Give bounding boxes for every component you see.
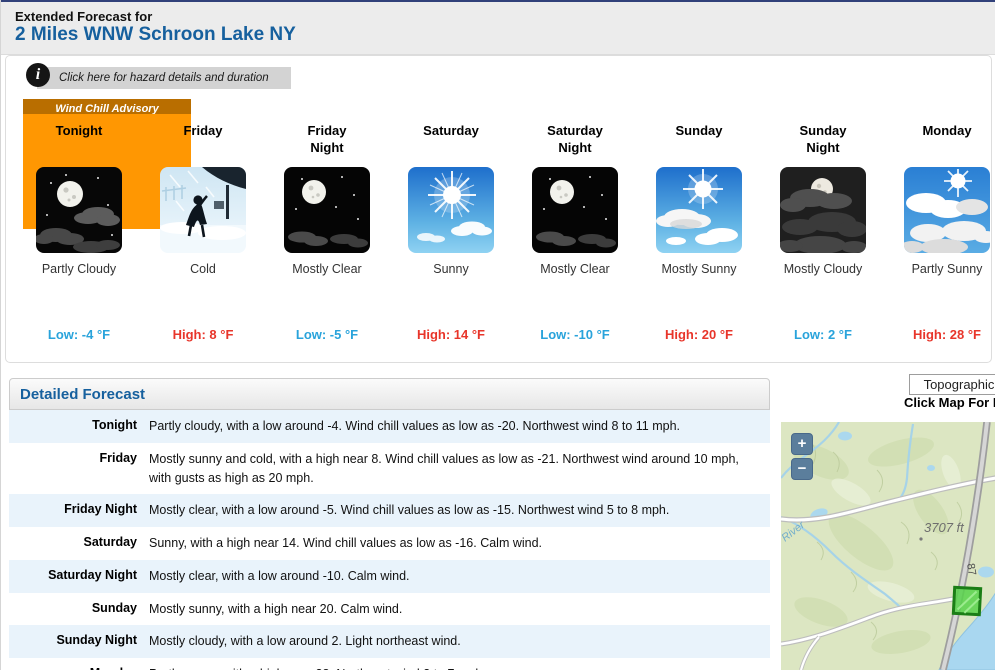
forecast-location-map[interactable]: 3707 ft 87 River + − [781, 422, 995, 670]
detailed-row: Tonight Partly cloudy, with a low around… [9, 410, 770, 443]
forecast-location-title: 2 Miles WNW Schroon Lake NY [15, 24, 296, 45]
condition-label: Partly Sunny [911, 262, 983, 276]
mostly-sunny-icon [656, 167, 742, 253]
period-label: Monday [922, 123, 972, 138]
detailed-forecast-title: Detailed Forecast [20, 386, 146, 403]
period-label: Sunday Night [799, 123, 847, 155]
period-label: Sunday [675, 123, 723, 138]
temperature-label: High: 8 °F [172, 327, 234, 342]
detailed-period: Monday [9, 658, 149, 670]
detailed-text: Sunny, with a high near 14. Wind chill v… [149, 536, 543, 550]
map-roads [781, 475, 995, 670]
top-accent-bar [1, 0, 995, 2]
detailed-row: Friday Night Mostly clear, with a low ar… [9, 494, 770, 527]
condition-label: Mostly Sunny [661, 262, 737, 276]
topographic-map[interactable]: 3707 ft 87 River [781, 422, 995, 670]
advisory-label[interactable]: Wind Chill Advisory [55, 103, 159, 115]
elevation-label: 3707 ft [924, 520, 965, 535]
detailed-forecast-header: Detailed Forecast [9, 378, 770, 410]
map-layer-select[interactable]: Topographic [909, 374, 995, 395]
wind-chill-advisory-link[interactable]: Wind Chill Advisory [23, 99, 191, 115]
detailed-period: Sunday Night [56, 633, 137, 648]
page-title-bar: Extended Forecast for 2 Miles WNW Schroo… [1, 2, 995, 55]
detailed-period: Saturday Night [48, 567, 137, 582]
forecast-column: Sunday Mostly Sunny High: 20 °F [637, 116, 761, 356]
forecast-column: Friday Night Mostly Clear Low: -5 °F [265, 116, 389, 356]
temperature-label: High: 14 °F [416, 327, 486, 342]
hazard-details-link[interactable]: Click here for hazard details and durati… [37, 67, 291, 89]
night-mostly-clear-icon [532, 167, 618, 253]
condition-label: Cold [190, 262, 216, 276]
detailed-row: Friday Mostly sunny and cold, with a hig… [9, 443, 770, 495]
detailed-text: Partly cloudy, with a low around -4. Win… [149, 419, 681, 433]
map-caption: Click Map For Forecast [904, 395, 995, 410]
temperature-label: High: 28 °F [912, 327, 982, 342]
detailed-text: Mostly clear, with a low around -5. Wind… [149, 503, 670, 518]
detailed-forecast-table: Tonight Partly cloudy, with a low around… [9, 410, 770, 670]
forecast-column: Sunday Night Mostly Cloudy Low: 2 °F [761, 116, 885, 356]
temperature-label: Low: -5 °F [295, 327, 359, 342]
partly-sunny-icon [904, 167, 990, 253]
temperature-label: Low: 2 °F [794, 327, 852, 342]
detailed-period: Sunday [91, 600, 137, 615]
forecast-area-marker[interactable] [951, 585, 983, 617]
forecast-column: Tonight Partly Cloudy Low: -4 °F [17, 116, 141, 356]
condition-label: Sunny [433, 262, 469, 276]
detailed-text: Mostly cloudy, with a low around 2. Ligh… [149, 634, 461, 649]
period-label: Friday [183, 123, 223, 138]
period-label: Saturday [423, 123, 479, 138]
cold-blowing-snow-icon [160, 167, 246, 253]
detailed-period: Tonight [92, 418, 137, 432]
detailed-text: Mostly sunny, with a high near 20. Calm … [149, 601, 403, 616]
detailed-row: Saturday Sunny, with a high near 14. Win… [9, 527, 770, 560]
map-highway-87 [939, 422, 991, 670]
map-zoom-out-button[interactable]: − [791, 458, 813, 480]
highway-label: 87 [964, 562, 978, 576]
condition-label: Mostly Cloudy [783, 262, 863, 276]
condition-label: Partly Cloudy [41, 262, 117, 276]
night-partly-cloudy-icon [36, 167, 122, 253]
night-mostly-clear-icon [284, 167, 370, 253]
period-label: Tonight [55, 123, 103, 138]
condition-label: Mostly Clear [540, 262, 610, 276]
page-pretitle: Extended Forecast for [15, 9, 153, 24]
period-label: Saturday Night [547, 123, 603, 155]
map-zoom-in-button[interactable]: + [791, 433, 813, 455]
detailed-text: Mostly clear, with a low around -10. Cal… [149, 568, 410, 583]
temperature-label: Low: -4 °F [47, 327, 111, 342]
detailed-row: Saturday Night Mostly clear, with a low … [9, 559, 770, 593]
forecast-column: Friday Cold [141, 116, 265, 356]
temperature-label: Low: -10 °F [540, 327, 610, 342]
forecast-column: Monday Partly Sunny High: 28 °F [885, 116, 995, 356]
hazard-link-label: Click here for hazard details and durati… [59, 72, 269, 84]
temperature-label: High: 20 °F [664, 327, 734, 342]
detailed-period: Friday [99, 450, 137, 465]
period-label: Friday Night [307, 123, 347, 155]
detailed-text: Partly sunny, with a high near 28. North… [149, 658, 770, 670]
info-icon[interactable]: i [26, 63, 50, 87]
detailed-period: Saturday [83, 535, 138, 549]
night-mostly-cloudy-icon [780, 167, 866, 253]
detailed-row: Sunday Mostly sunny, with a high near 20… [9, 593, 770, 626]
detailed-text: Mostly sunny and cold, with a high near … [149, 451, 739, 485]
detailed-period: Friday Night [64, 502, 137, 517]
forecast-column: Saturday [389, 116, 513, 356]
condition-label: Mostly Clear [292, 262, 362, 276]
detailed-row: Monday Partly sunny, with a high near 28… [9, 658, 770, 670]
sunny-icon [408, 167, 494, 253]
detailed-row: Sunday Night Mostly cloudy, with a low a… [9, 625, 770, 658]
forecast-column: Saturday Night Mostly Clear Low: -10 °F [513, 116, 637, 356]
